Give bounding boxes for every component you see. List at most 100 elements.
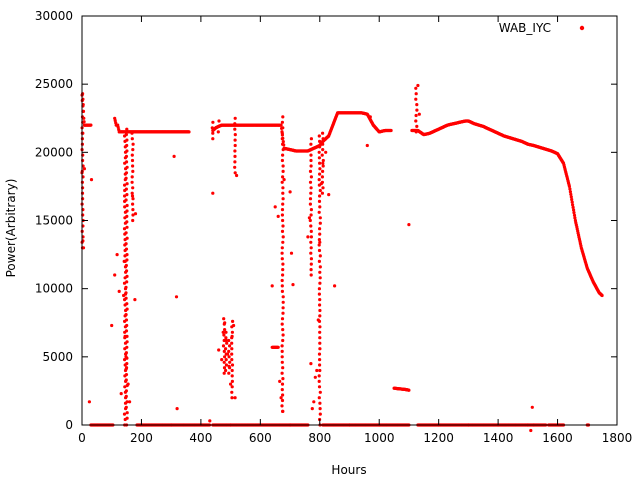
data-point	[318, 358, 321, 361]
data-point	[225, 358, 228, 361]
axis-ticks: 0 200 400 600 800 1000 1200 1400 1600 1800 0 5000 10…	[35, 9, 632, 445]
data-point	[321, 186, 324, 189]
data-point	[281, 186, 284, 189]
data-point	[223, 366, 226, 369]
data-point	[281, 115, 284, 118]
data-point	[126, 411, 129, 414]
data-point	[568, 187, 571, 190]
data-point	[281, 279, 284, 282]
data-point	[125, 133, 128, 136]
data-point	[319, 216, 322, 219]
data-point	[125, 302, 128, 305]
data-point	[120, 392, 123, 395]
data-point	[318, 402, 321, 405]
data-point	[282, 301, 285, 304]
data-point	[318, 134, 321, 137]
data-point	[318, 347, 321, 350]
data-point	[233, 128, 236, 131]
data-point	[234, 144, 237, 147]
data-point	[222, 344, 225, 347]
data-point	[125, 346, 128, 349]
data-point	[127, 383, 130, 386]
data-point	[227, 372, 230, 375]
y-tick-label: 25000	[35, 77, 73, 91]
data-point	[415, 92, 418, 95]
data-point	[280, 396, 283, 399]
data-point	[81, 159, 84, 162]
data-point	[366, 144, 369, 147]
data-point	[130, 132, 133, 135]
data-point	[217, 125, 220, 128]
data-point	[231, 335, 234, 338]
data-point	[224, 331, 227, 334]
data-point	[234, 396, 237, 399]
data-point	[309, 154, 312, 157]
data-point	[125, 220, 128, 223]
data-point	[319, 222, 322, 225]
data-point	[309, 181, 312, 184]
data-point	[310, 230, 313, 233]
data-point	[281, 159, 284, 162]
x-axis-label: Hours	[331, 463, 366, 477]
data-point	[234, 117, 237, 120]
data-point	[281, 257, 284, 260]
data-point	[283, 178, 286, 181]
data-point	[324, 151, 327, 154]
data-point	[531, 406, 534, 409]
data-point	[318, 385, 321, 388]
data-point	[131, 186, 134, 189]
y-tick-label: 5000	[42, 350, 73, 364]
data-point	[281, 410, 284, 413]
data-point	[175, 295, 178, 298]
data-point	[319, 391, 322, 394]
data-point	[282, 306, 285, 309]
data-point	[110, 324, 113, 327]
data-point	[231, 320, 234, 323]
data-point	[310, 263, 313, 266]
data-point	[281, 290, 284, 293]
data-point	[281, 350, 284, 353]
data-point	[281, 246, 284, 249]
data-point	[281, 317, 284, 320]
data-point	[125, 253, 128, 256]
data-point	[281, 252, 284, 255]
data-point	[369, 115, 372, 118]
data-point	[173, 155, 176, 158]
data-point	[126, 204, 129, 207]
data-point	[318, 227, 321, 230]
data-point	[125, 139, 128, 142]
data-point	[282, 333, 285, 336]
data-point	[125, 258, 128, 261]
plot-area-frame	[82, 16, 617, 425]
data-point	[281, 366, 284, 369]
data-point	[318, 156, 321, 159]
data-point	[318, 140, 321, 143]
data-point	[125, 188, 128, 191]
data-point	[321, 170, 324, 173]
data-point	[125, 171, 128, 174]
data-point	[291, 283, 294, 286]
data-point	[309, 197, 312, 200]
data-point	[125, 155, 128, 158]
data-point	[281, 339, 284, 342]
data-point	[318, 342, 321, 345]
data-point	[125, 378, 128, 381]
data-point	[125, 373, 128, 376]
data-point	[211, 126, 214, 129]
data-point	[131, 175, 134, 178]
data-point	[224, 369, 227, 372]
data-point	[277, 346, 280, 349]
data-point	[125, 366, 128, 369]
data-point	[231, 385, 234, 388]
x-tick-label: 800	[308, 431, 331, 445]
data-point	[318, 233, 321, 236]
data-point	[415, 125, 418, 128]
data-point	[281, 175, 284, 178]
data-point	[317, 318, 320, 321]
data-point	[208, 419, 211, 422]
data-point	[318, 162, 321, 165]
data-point	[309, 170, 312, 173]
data-point	[223, 355, 226, 358]
data-point	[281, 230, 284, 233]
data-point	[125, 242, 128, 245]
